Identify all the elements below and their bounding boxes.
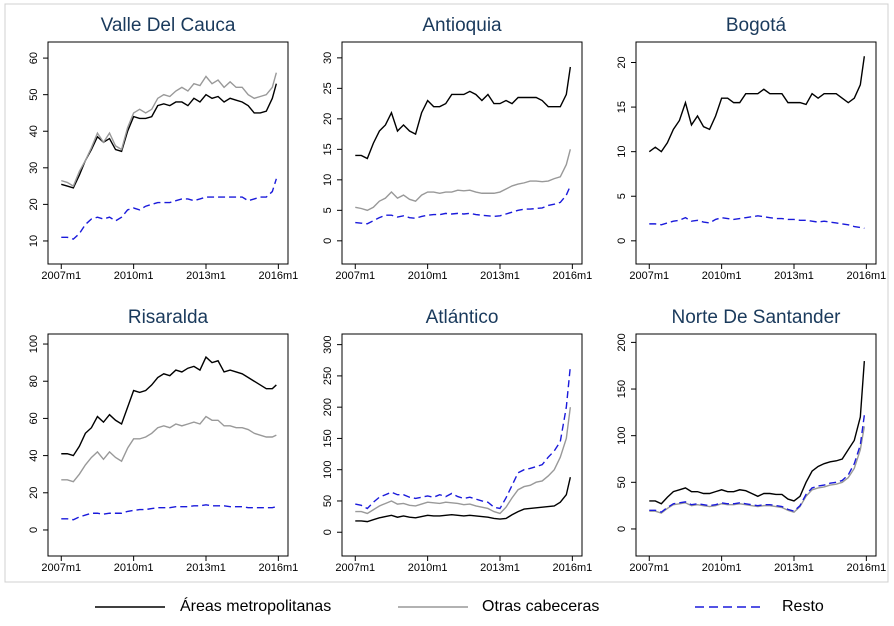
x-tick-label: 2010m1 [702,562,742,574]
series-line [355,66,572,160]
legend-label: Resto [782,598,824,615]
x-tick-label: 2013m1 [186,562,226,574]
y-tick-label: 100 [322,461,334,479]
panel-title: Antioquia [422,15,502,36]
series-line [355,185,571,225]
plot-frame [47,333,289,557]
y-tick-label: 150 [322,429,334,447]
y-tick-label: 10 [616,146,628,158]
y-tick-label: 15 [322,143,334,155]
panel-title: Valle Del Cauca [101,15,236,36]
plot-frame [341,333,583,557]
series-line [61,83,278,189]
series-line [648,56,866,153]
x-tick-label: 2016m1 [552,562,592,574]
series-line [61,178,278,240]
y-tick-label: 40 [28,449,40,461]
y-tick-label: 30 [322,52,334,64]
y-tick-label: 40 [28,125,40,137]
plot-frame [635,41,877,265]
plot-frame [635,333,877,557]
plot-frame [341,41,583,265]
x-tick-label: 2016m1 [258,270,298,282]
y-tick-label: 25 [322,82,334,94]
y-tick-label: 80 [28,375,40,387]
y-tick-label: 20 [616,56,628,68]
x-tick-label: 2007m1 [629,270,669,282]
series-line [355,149,572,212]
series-line [61,355,277,457]
y-tick-label: 0 [616,526,628,532]
y-tick-label: 20 [322,113,334,125]
series-line [61,415,277,483]
x-tick-label: 2013m1 [774,562,814,574]
y-tick-label: 5 [616,193,628,199]
y-tick-label: 20 [28,198,40,210]
x-tick-label: 2013m1 [480,270,520,282]
y-tick-label: 250 [322,367,334,385]
x-tick-label: 2010m1 [408,270,448,282]
x-tick-label: 2016m1 [846,562,886,574]
x-tick-label: 2016m1 [846,270,886,282]
y-tick-label: 15 [616,101,628,113]
x-tick-label: 2010m1 [114,270,154,282]
y-tick-label: 5 [322,207,334,213]
legend-label: Otras cabeceras [482,598,599,615]
series-line [649,415,866,513]
y-tick-label: 10 [28,235,40,247]
y-tick-label: 10 [322,174,334,186]
y-tick-label: 30 [28,162,40,174]
y-tick-label: 200 [322,398,334,416]
y-tick-label: 100 [616,426,628,444]
series-line [355,477,572,523]
y-tick-label: 20 [28,487,40,499]
y-tick-label: 0 [322,529,334,535]
y-tick-label: 50 [28,89,40,101]
y-tick-label: 50 [616,476,628,488]
plot-frame [47,41,289,265]
x-tick-label: 2013m1 [186,270,226,282]
panel-title: Norte De Santander [672,307,842,328]
y-tick-label: 50 [322,495,334,507]
y-tick-label: 0 [28,527,40,533]
x-tick-label: 2007m1 [41,562,81,574]
x-tick-label: 2010m1 [702,270,742,282]
y-tick-label: 0 [322,238,334,244]
panel-title: Atlántico [426,307,499,328]
x-tick-label: 2007m1 [629,562,669,574]
x-tick-label: 2007m1 [335,562,375,574]
panel-title: Risaralda [128,307,209,328]
x-tick-label: 2016m1 [552,270,592,282]
x-tick-label: 2010m1 [114,562,154,574]
y-tick-label: 300 [322,335,334,353]
y-tick-label: 200 [616,333,628,351]
y-tick-label: 60 [28,52,40,64]
x-tick-label: 2010m1 [408,562,448,574]
series-line [649,426,866,514]
series-line [355,407,572,515]
x-tick-label: 2007m1 [41,270,81,282]
y-tick-label: 0 [616,238,628,244]
x-tick-label: 2007m1 [335,270,375,282]
y-tick-label: 100 [28,335,40,353]
y-tick-label: 60 [28,412,40,424]
series-line [61,72,278,188]
x-tick-label: 2013m1 [774,270,814,282]
x-tick-label: 2013m1 [480,562,520,574]
panel-title: Bogotá [726,15,787,36]
x-tick-label: 2016m1 [258,562,298,574]
series-line [649,215,865,230]
y-tick-label: 150 [616,380,628,398]
series-line [649,360,866,505]
legend-label: Áreas metropolitanas [180,596,331,615]
series-line [61,504,277,521]
